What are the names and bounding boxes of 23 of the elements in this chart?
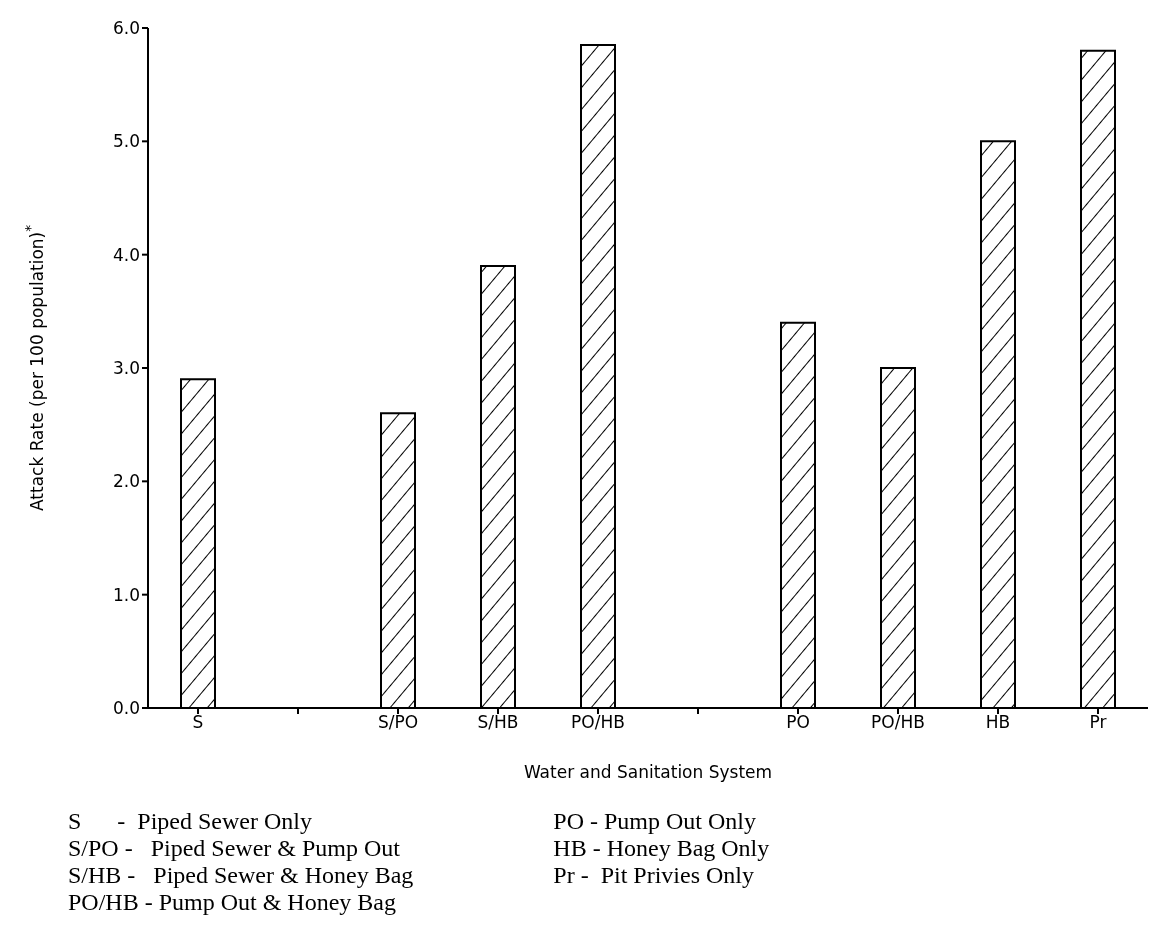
y-tick-label: 3.0 [112,358,140,379]
text: PO - Pump Out Only [553,808,757,835]
y-tick-label: 0.0 [112,698,140,719]
x-tick-label: S [192,712,204,733]
x-tick-label: HB [985,712,1011,733]
y-tick-label: 1.0 [112,584,140,605]
y-tick-label: 2.0 [112,471,140,492]
text: Pr - Pit Privies Only [553,862,755,889]
text: S - Piped Sewer Only [68,808,313,835]
text: S/HB - Piped Sewer & Honey Bag [68,862,414,889]
x-tick-label: Pr [1089,712,1107,733]
x-tick-label: PO/HB [871,712,925,733]
x-axis-title: Water and Sanitation System [523,762,773,782]
text: HB - Honey Bag Only [553,835,770,862]
y-tick-label: 5.0 [112,131,140,152]
y-tick-label: 6.0 [112,18,140,39]
x-tick-label: PO/HB [571,712,625,733]
text: S/PO - Piped Sewer & Pump Out [68,835,401,862]
text: PO/HB - Pump Out & Honey Bag [68,889,397,916]
x-tick-label: S/PO [377,712,419,733]
x-tick-label: S/HB [477,712,519,733]
x-tick-label: PO [786,712,810,733]
y-tick-label: 4.0 [112,244,140,265]
